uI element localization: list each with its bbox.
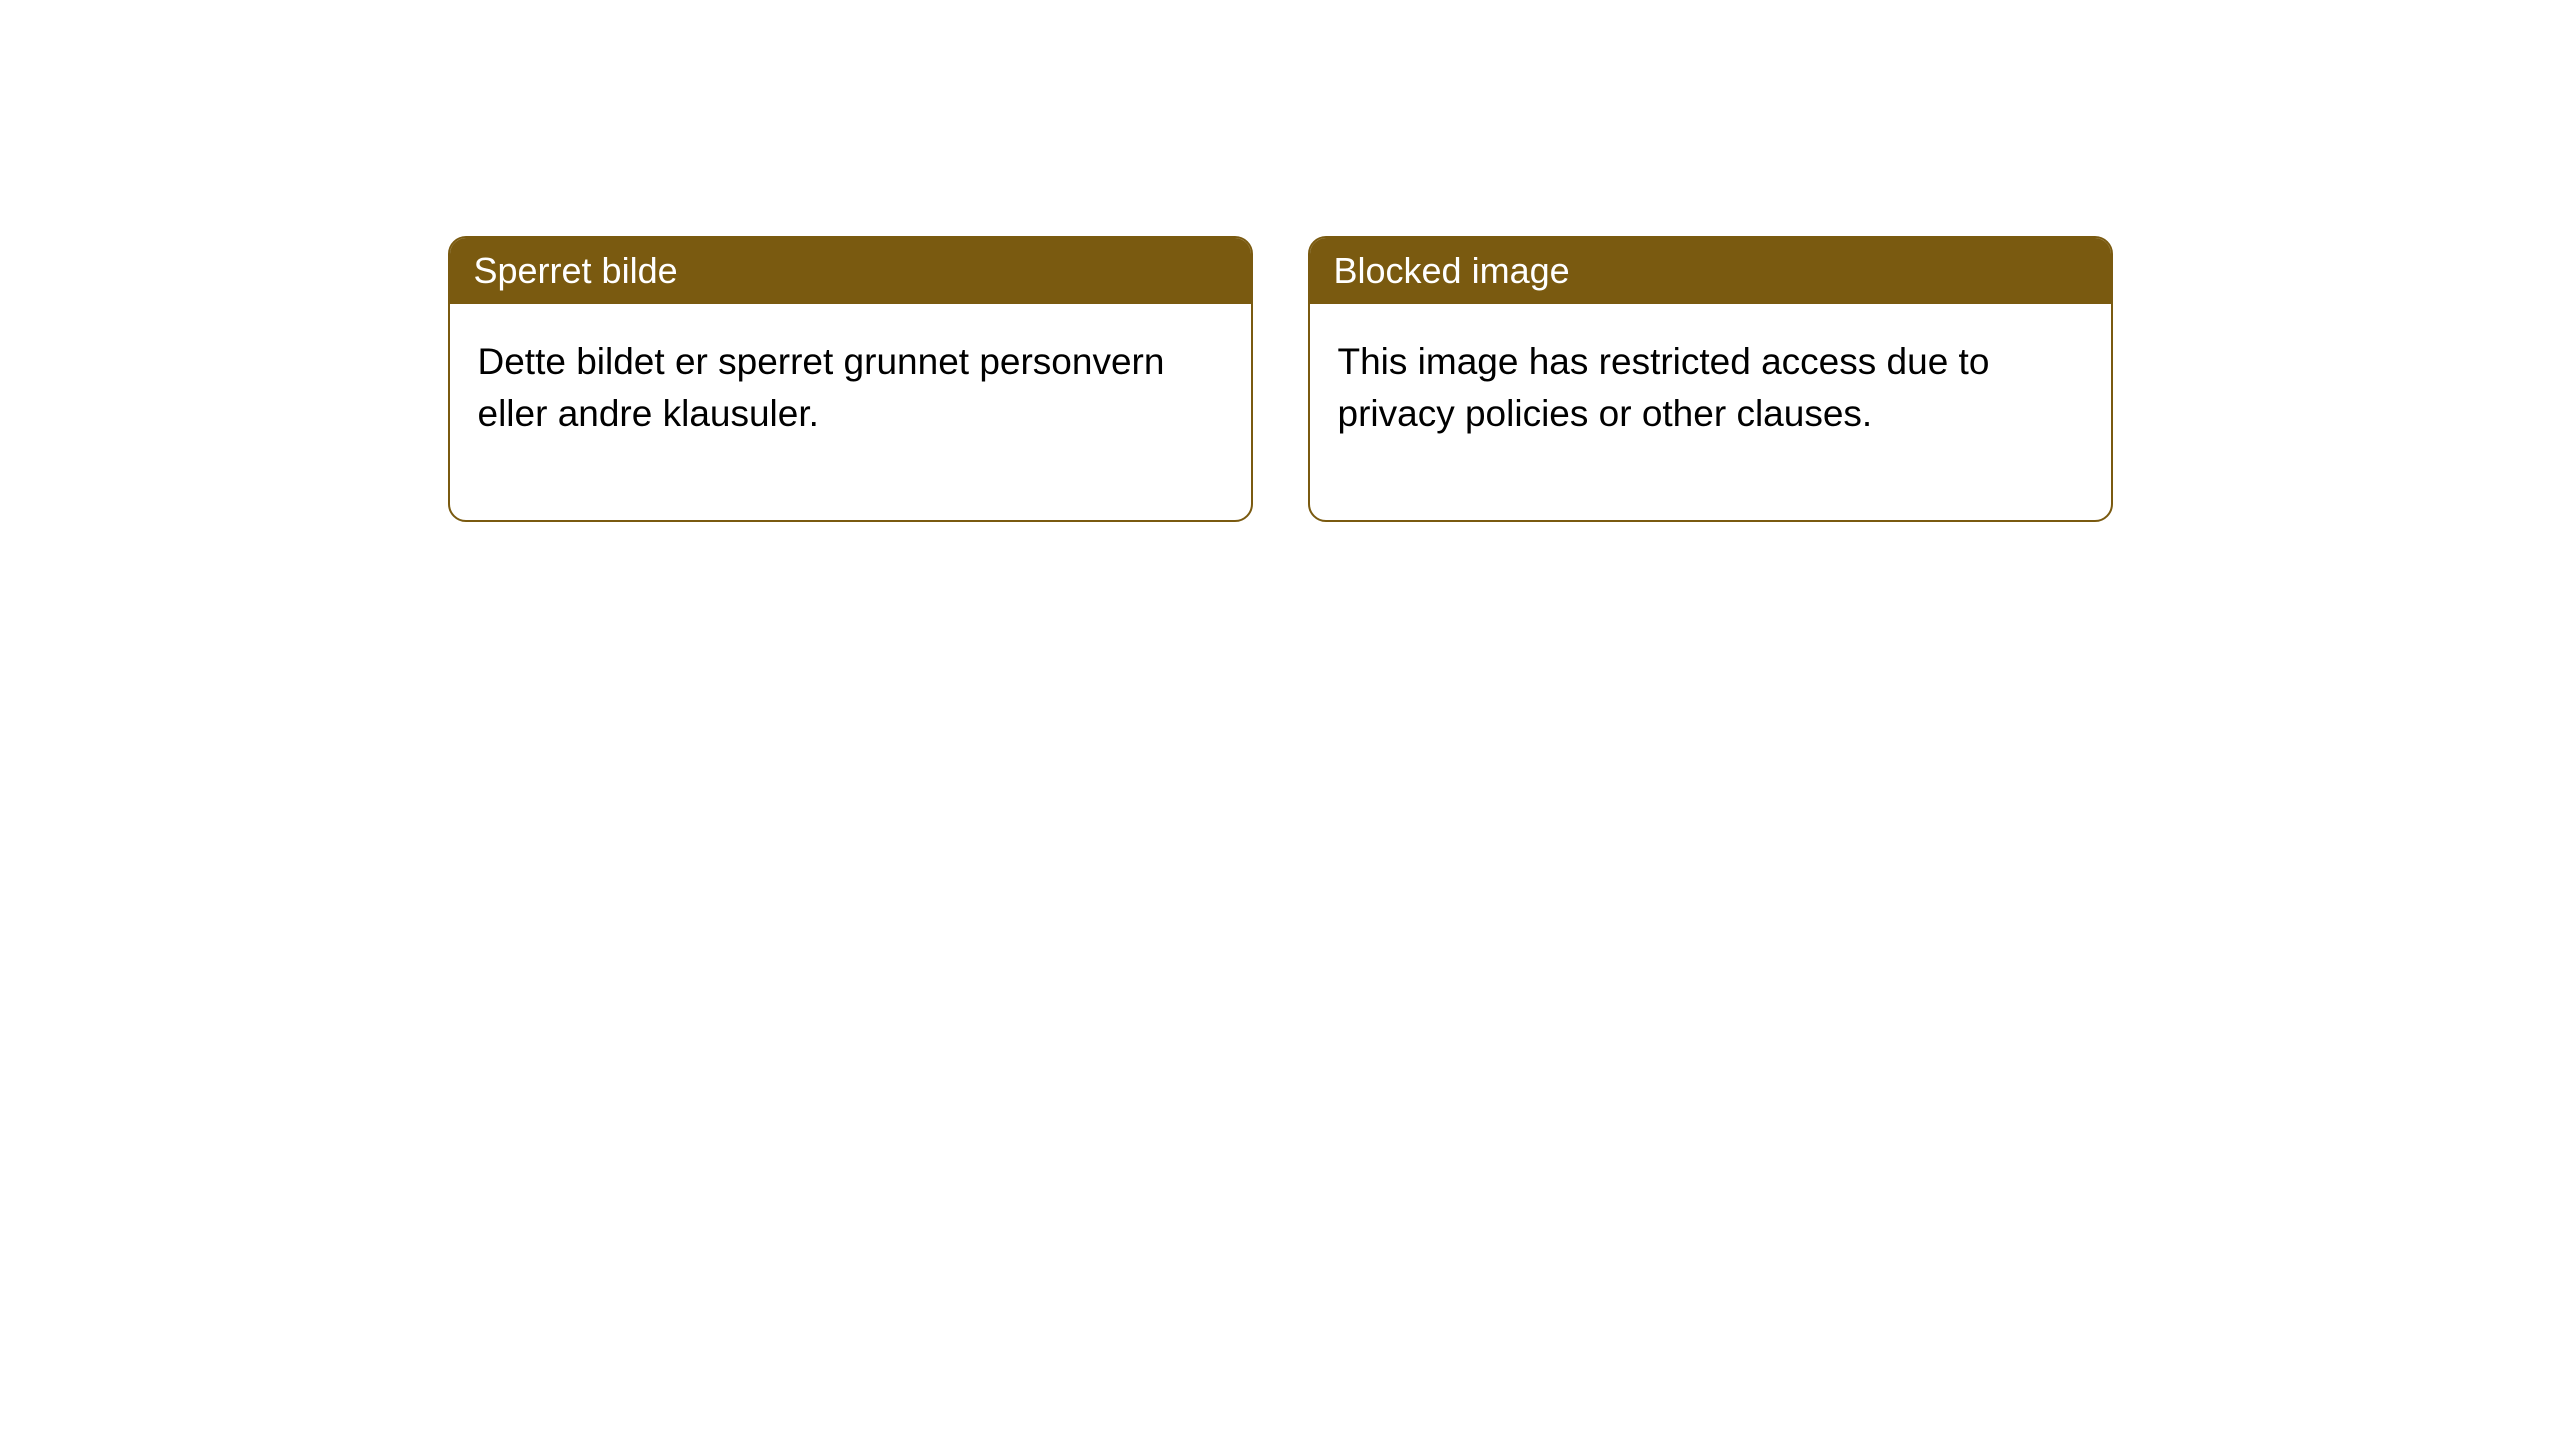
- card-title: Blocked image: [1334, 250, 1570, 291]
- card-header: Sperret bilde: [450, 238, 1251, 304]
- card-body: Dette bildet er sperret grunnet personve…: [450, 304, 1251, 520]
- card-message: Dette bildet er sperret grunnet personve…: [478, 341, 1165, 434]
- card-message: This image has restricted access due to …: [1338, 341, 1990, 434]
- card-header: Blocked image: [1310, 238, 2111, 304]
- notice-card-norwegian: Sperret bilde Dette bildet er sperret gr…: [448, 236, 1253, 522]
- card-body: This image has restricted access due to …: [1310, 304, 2111, 520]
- card-title: Sperret bilde: [474, 250, 678, 291]
- notice-cards-container: Sperret bilde Dette bildet er sperret gr…: [448, 236, 2113, 522]
- notice-card-english: Blocked image This image has restricted …: [1308, 236, 2113, 522]
